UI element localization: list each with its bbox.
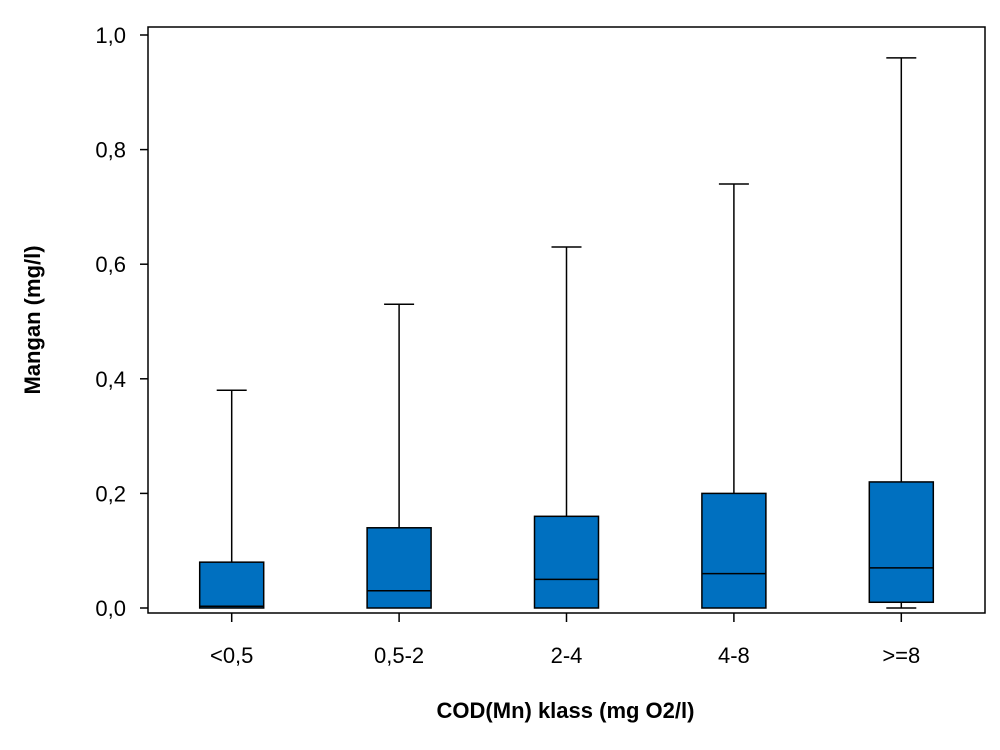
y-axis: 0,0 0,2 0,4 0,6 0,8 1,0 (95, 23, 148, 621)
box-3 (533, 246, 600, 609)
y-tick-label: 0,6 (95, 252, 126, 277)
box-5 (868, 57, 935, 609)
x-tick-label: 4-8 (718, 643, 750, 668)
iqr-box (366, 527, 432, 609)
x-tick-label: 0,5-2 (374, 643, 424, 668)
boxes-group (198, 57, 935, 609)
y-axis-title: Mangan (mg/l) (20, 245, 45, 394)
y-tick-label: 0,2 (95, 481, 126, 506)
iqr-box (533, 515, 600, 609)
x-tick-label: >=8 (882, 643, 920, 668)
iqr-box (868, 481, 935, 604)
iqr-box (198, 561, 265, 609)
y-tick-label: 0,4 (95, 367, 126, 392)
y-tick-label: 0,0 (95, 596, 126, 621)
x-tick-label: <0,5 (210, 643, 253, 668)
box-4 (701, 183, 767, 609)
x-axis-title: COD(Mn) klass (mg O2/l) (437, 698, 695, 723)
x-axis: <0,5 0,5-2 2-4 4-8 >=8 (210, 613, 920, 668)
box-1 (198, 389, 265, 609)
box-2 (366, 303, 432, 609)
y-tick-label: 1,0 (95, 23, 126, 48)
x-tick-label: 2-4 (551, 643, 583, 668)
y-tick-label: 0,8 (95, 138, 126, 163)
iqr-box (701, 492, 767, 609)
